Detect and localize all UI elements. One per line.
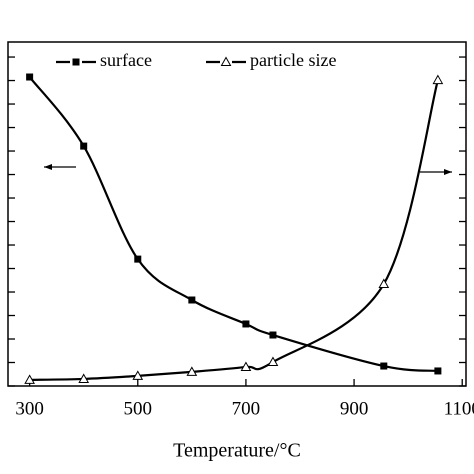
- x-tick-label: 1100: [444, 398, 474, 419]
- marker: [378, 278, 390, 289]
- right-arrow: [420, 169, 452, 175]
- marker: [78, 373, 90, 383]
- marker: [188, 296, 196, 304]
- x-tick-label: 900: [340, 398, 369, 419]
- plot-frame: [7, 41, 467, 387]
- legend-label: surface: [100, 50, 152, 70]
- x-tick-label: 500: [124, 398, 153, 419]
- marker: [434, 367, 442, 375]
- marker: [72, 58, 80, 66]
- marker: [380, 362, 388, 370]
- marker: [24, 374, 35, 384]
- marker: [267, 356, 279, 367]
- series-line: [29, 79, 439, 381]
- marker: [220, 56, 232, 66]
- x-axis-label: Temperature/°C: [173, 440, 301, 462]
- marker: [80, 142, 88, 150]
- marker: [240, 361, 252, 371]
- marker: [242, 320, 250, 328]
- marker: [269, 331, 277, 339]
- series-line: [28, 76, 438, 373]
- legend-label: particle size: [250, 50, 336, 70]
- marker: [186, 366, 198, 376]
- x-tick-label: 300: [15, 398, 44, 419]
- x-tick-label: 700: [232, 398, 261, 419]
- marker: [432, 74, 444, 85]
- left-arrow: [44, 164, 76, 170]
- marker: [134, 255, 142, 263]
- marker: [132, 370, 144, 380]
- marker: [26, 73, 34, 81]
